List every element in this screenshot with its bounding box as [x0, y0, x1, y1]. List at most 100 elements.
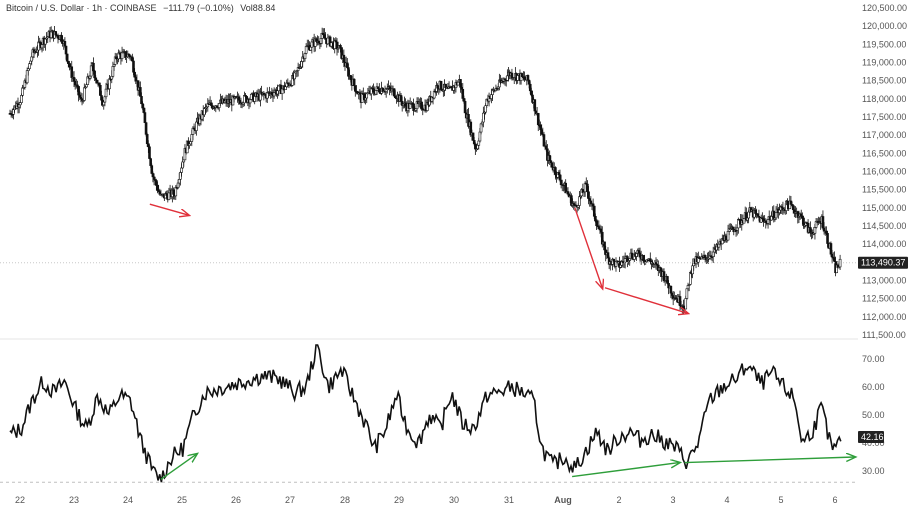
rsi-tick-label: 50.00 — [862, 410, 885, 420]
candle — [83, 83, 86, 102]
candle — [623, 252, 627, 269]
candle — [326, 33, 330, 46]
candle — [663, 280, 667, 286]
candle — [642, 255, 645, 264]
rsi-axis[interactable]: 70.00 60.00 50.00 40.00 30.00 42.16 — [858, 354, 885, 476]
candle — [49, 26, 53, 40]
candle — [44, 38, 47, 51]
time-tick-label: 3 — [670, 495, 675, 505]
price-candles — [8, 25, 842, 314]
candle — [172, 187, 175, 200]
time-tick-label: 26 — [231, 495, 241, 505]
candle — [454, 79, 458, 93]
bearish-arrow — [574, 207, 602, 288]
candle — [148, 144, 151, 160]
candle — [77, 85, 80, 102]
candle — [735, 227, 739, 236]
candle — [272, 87, 276, 99]
price-arrows — [149, 203, 687, 313]
bearish-arrow — [149, 203, 188, 215]
candle — [268, 86, 271, 97]
candle — [86, 73, 90, 85]
candle — [198, 113, 202, 127]
candle — [606, 247, 610, 259]
candle — [295, 70, 299, 78]
rsi-value-label: 42.16 — [861, 432, 884, 442]
candle — [120, 46, 124, 62]
time-tick-label: 28 — [340, 495, 350, 505]
candle — [669, 285, 673, 299]
rsi-tick-label: 60.00 — [862, 382, 885, 392]
time-tick-label: 24 — [123, 495, 133, 505]
time-axis[interactable]: 22 23 24 25 26 27 28 29 30 31 Aug 2 3 4 5 6 — [15, 495, 838, 505]
candle — [412, 98, 415, 116]
candle — [265, 87, 269, 103]
candle — [270, 87, 274, 99]
price-tick-label: 112,500.00 — [862, 294, 906, 304]
candle — [296, 62, 300, 77]
candle — [80, 93, 84, 106]
rsi-line — [9, 344, 842, 483]
price-tick-label: 117,500.00 — [862, 112, 906, 122]
candle — [167, 187, 171, 201]
price-tick-label: 114,500.00 — [862, 221, 906, 231]
time-tick-label: 22 — [15, 495, 25, 505]
time-tick-label: 27 — [285, 495, 295, 505]
bullish-arrow — [572, 463, 679, 478]
candle — [817, 216, 820, 226]
candle — [708, 250, 712, 259]
bullish-arrow — [684, 457, 855, 464]
candle — [374, 90, 378, 96]
price-tick-label: 115,000.00 — [862, 203, 906, 213]
time-tick-label: 30 — [449, 495, 459, 505]
candle — [638, 247, 642, 262]
price-axis[interactable]: 120,500.00 120,000.00 119,500.00 119,000.00… — [0, 3, 908, 340]
candle — [432, 88, 436, 100]
candle — [131, 53, 134, 62]
last-price-tag — [858, 256, 908, 269]
time-tick-label: Aug — [554, 495, 572, 505]
candle — [685, 288, 689, 301]
candle — [774, 206, 778, 221]
candle — [809, 221, 812, 237]
candle — [502, 77, 506, 85]
candle — [648, 252, 652, 263]
candle — [726, 224, 730, 241]
candle — [709, 250, 713, 261]
price-tick-label: 114,000.00 — [862, 239, 906, 249]
candle — [628, 258, 632, 266]
bullish-arrow — [160, 454, 197, 480]
candle — [516, 75, 519, 84]
time-tick-label: 4 — [724, 495, 729, 505]
candle — [126, 50, 130, 58]
bearish-arrow — [604, 287, 687, 313]
rsi-arrows — [160, 454, 855, 480]
price-tick-label: 118,500.00 — [862, 76, 906, 86]
price-tick-label: 113,000.00 — [862, 276, 906, 286]
candle — [802, 215, 805, 229]
candle — [798, 212, 802, 221]
price-tick-label: 117,000.00 — [862, 130, 906, 140]
candle — [597, 220, 601, 230]
candle — [108, 74, 111, 96]
change-readout: −111.79 (−0.10%) — [163, 3, 234, 13]
rsi-pane[interactable] — [0, 344, 858, 483]
price-tick-label: 120,000.00 — [862, 21, 907, 31]
candle — [494, 84, 498, 92]
price-tick-label: 111,500.00 — [862, 330, 906, 340]
candle — [618, 256, 621, 273]
last-price-label: 113,490.37 — [861, 258, 905, 268]
price-tick-label: 112,000.00 — [862, 312, 906, 322]
candle — [139, 81, 142, 97]
candle — [124, 51, 127, 60]
candle — [487, 92, 491, 107]
candle — [697, 251, 700, 267]
price-tick-label: 120,500.00 — [862, 3, 907, 13]
candle — [259, 87, 262, 107]
candle — [291, 72, 294, 87]
candle — [70, 60, 74, 82]
candle — [117, 49, 120, 63]
candle — [731, 225, 734, 230]
time-tick-label: 31 — [504, 495, 514, 505]
